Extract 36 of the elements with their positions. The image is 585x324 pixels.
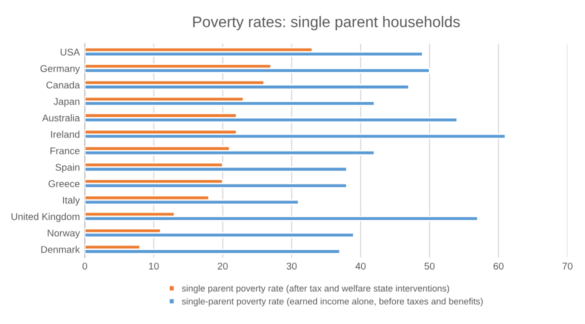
chart-title: Poverty rates: single parent households [193,16,460,30]
y-tick-label: Australia [42,114,80,122]
y-tick-label: Ireland [51,130,80,138]
x-tick-label: 0 [82,262,88,270]
y-tick-label: France [50,147,80,154]
bar [84,100,376,106]
x-tick-label: 40 [355,262,366,270]
x-tick-label: 20 [218,262,228,270]
bar [84,68,430,74]
bar [84,117,458,123]
bar [84,232,354,238]
bar [84,150,376,156]
x-tick-label: 30 [286,262,297,270]
y-tick-label: Denmark [41,246,80,253]
x-tick-label: 60 [494,262,504,270]
y-tick-label: Norway [48,230,80,238]
x-tick-label: 70 [562,262,572,270]
legend-label: single-parent poverty rate (earned income alone, before taxes and benefits) [182,298,483,306]
y-tick-label: Spain [56,164,80,173]
y-tick-label: Japan [54,98,80,107]
y-tick-label: Greece [48,180,80,188]
bar [84,166,348,172]
bar [84,199,300,205]
bar [84,84,410,90]
bar [84,216,479,222]
bar [84,182,348,189]
bar [84,248,341,254]
x-tick-label: 10 [149,262,159,270]
legend-label: single parent poverty rate (after tax and welfare state interventions) [182,284,450,294]
y-tick-label: Germany [40,65,80,74]
y-tick-label: USA [60,48,80,56]
y-tick-label: Canada [46,81,80,88]
y-tick-label: Italy [63,196,80,206]
y-tick-label: United Kingdom [12,212,80,222]
bar [84,51,424,57]
x-tick-label: 50 [424,262,435,270]
